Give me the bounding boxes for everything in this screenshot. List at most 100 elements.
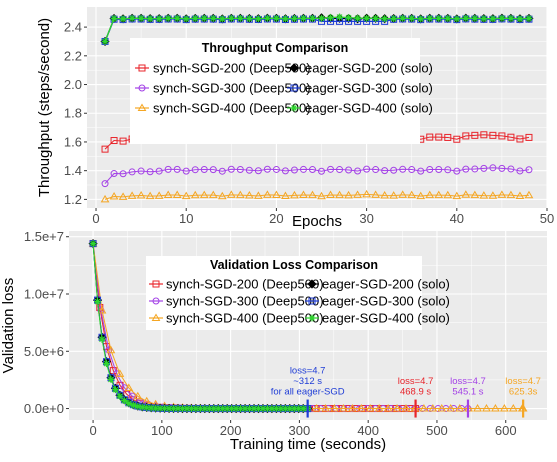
- data-point: [143, 404, 151, 412]
- data-point: [98, 335, 106, 343]
- data-point: [498, 14, 506, 22]
- data-point: [363, 165, 371, 173]
- data-point: [137, 14, 145, 22]
- data-point: [101, 180, 109, 188]
- data-point: [218, 167, 226, 175]
- data-point: [453, 135, 461, 143]
- data-point: [515, 191, 525, 200]
- data-point: [107, 375, 115, 383]
- data-point: [237, 405, 245, 413]
- data-point: [118, 192, 128, 200]
- data-point: [183, 405, 191, 413]
- data-point: [111, 386, 119, 394]
- legend-key-marker: [290, 84, 298, 92]
- data-point: [416, 191, 426, 200]
- legend-label: eager-SGD-300 (solo): [322, 294, 450, 309]
- data-point: [354, 167, 362, 175]
- data-point: [435, 166, 443, 174]
- x-tick-label: 600: [495, 423, 517, 438]
- annotation-text: loss=4.7: [505, 376, 541, 387]
- data-point: [277, 405, 285, 413]
- legend-label: synch-SGD-300 (Deep500): [166, 294, 324, 309]
- data-point: [365, 404, 375, 412]
- data-point: [170, 404, 178, 412]
- data-point: [254, 405, 262, 413]
- data-point: [219, 405, 227, 413]
- data-point: [321, 404, 330, 412]
- data-point: [308, 166, 316, 174]
- legend-key-marker: [289, 63, 299, 73]
- data-point: [362, 189, 371, 198]
- x-tick-label: 30: [359, 211, 373, 226]
- x-tick-label: 100: [151, 423, 173, 438]
- data-point: [232, 405, 240, 413]
- y-tick-label: 0.0e+0: [24, 401, 64, 416]
- legend-label: synch-SGD-200 (Deep500): [153, 61, 311, 76]
- data-point: [89, 240, 97, 248]
- legend: Throughput Comparison synch-SGD-200 (Deep…: [130, 38, 433, 144]
- y-tick-label: 1.5e+7: [24, 229, 64, 244]
- y-tick-label: 5.0e+6: [24, 344, 64, 359]
- legend: Validation Loss Comparison synch-SGD-200 …: [146, 256, 450, 330]
- data-point: [146, 168, 154, 176]
- data-point: [119, 15, 127, 23]
- x-tick-label: 200: [220, 423, 242, 438]
- annotation-text: loss=4.7: [290, 366, 326, 377]
- data-point: [390, 15, 398, 23]
- y-tick-label: 1.2: [64, 192, 82, 207]
- data-point: [452, 191, 462, 200]
- panel-throughput: 0 10 20 30 40 50 1.2 1.4 1.6 1.8 2.0 2.2 2.4 Epochs Th…: [36, 7, 554, 230]
- legend-label: eager-SGD-400 (solo): [322, 311, 450, 326]
- data-point: [479, 191, 489, 199]
- data-point: [335, 190, 344, 199]
- legend-key-marker: [138, 84, 146, 92]
- x-tick-label: 50: [540, 211, 554, 226]
- data-point: [245, 15, 253, 23]
- data-point: [380, 191, 390, 199]
- data-point: [489, 131, 497, 139]
- data-point: [116, 392, 124, 400]
- data-point: [299, 14, 307, 22]
- data-point: [227, 165, 235, 173]
- data-point: [428, 404, 438, 412]
- data-point: [480, 15, 488, 23]
- legend-label: synch-SGD-400 (Deep500): [166, 311, 324, 326]
- data-point: [241, 405, 249, 413]
- data-point: [100, 194, 110, 203]
- data-point: [164, 165, 172, 173]
- data-point: [499, 404, 509, 412]
- data-point: [272, 405, 280, 413]
- data-point: [437, 404, 447, 412]
- data-point: [516, 135, 524, 143]
- data-point: [419, 404, 429, 412]
- data-point: [498, 132, 506, 140]
- data-point: [381, 167, 389, 175]
- data-point: [524, 190, 534, 199]
- data-point: [290, 166, 298, 174]
- data-point: [489, 15, 497, 23]
- data-point: [272, 165, 280, 173]
- data-point: [407, 190, 417, 199]
- data-point: [128, 168, 136, 176]
- data-point: [471, 131, 479, 139]
- data-point: [470, 190, 480, 199]
- data-point: [119, 170, 127, 178]
- data-point: [137, 167, 145, 175]
- data-point: [263, 165, 271, 173]
- data-point: [209, 166, 217, 174]
- data-point: [172, 190, 182, 198]
- data-point: [488, 191, 498, 199]
- data-point: [268, 405, 276, 413]
- data-point: [434, 190, 444, 199]
- data-point: [295, 405, 303, 413]
- y-tick-label: 1.6: [64, 134, 82, 149]
- data-point: [473, 404, 482, 412]
- y-tick-label: 1.8: [64, 106, 82, 121]
- data-point: [426, 14, 434, 22]
- data-point: [156, 404, 164, 412]
- data-point: [330, 404, 339, 412]
- data-point: [399, 165, 407, 173]
- data-point: [110, 14, 118, 22]
- data-point: [339, 404, 348, 412]
